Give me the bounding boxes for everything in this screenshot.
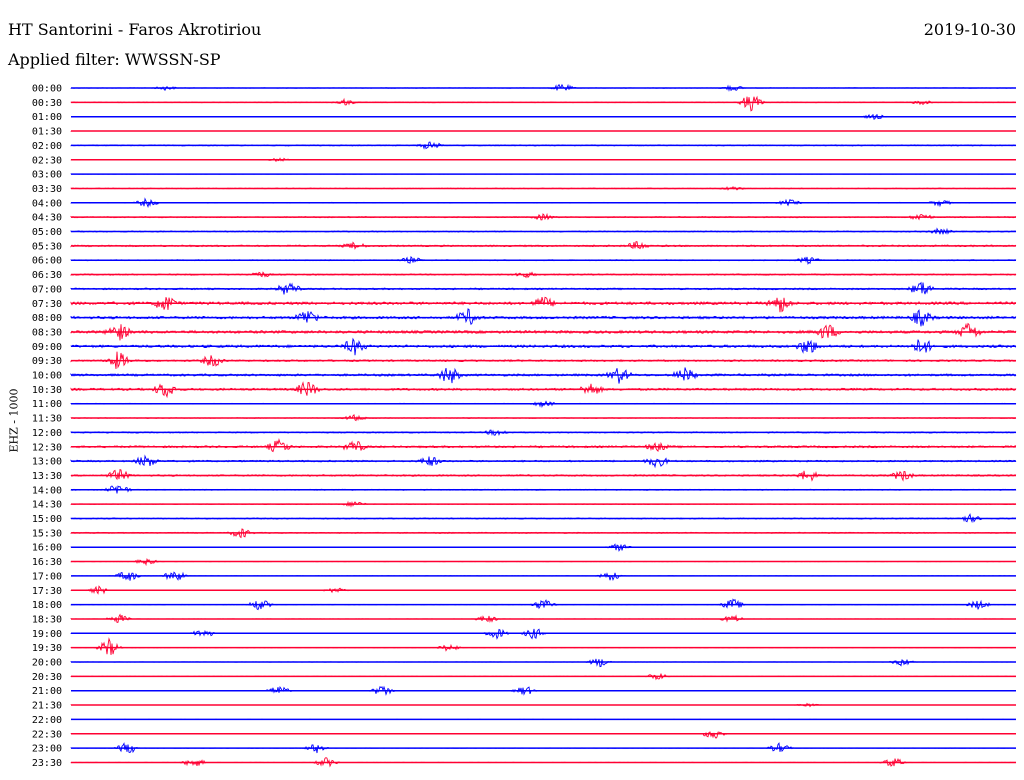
seismic-trace [70, 598, 1017, 611]
seismic-trace [70, 485, 1017, 494]
time-tick-label: 08:00 [32, 313, 62, 324]
time-tick-label: 06:30 [32, 270, 62, 281]
seismic-trace [70, 757, 1017, 768]
seismic-trace [70, 95, 1017, 112]
seismic-trace [70, 500, 1017, 508]
seismic-trace [70, 185, 1017, 191]
date-label: 2019-10-30 [923, 20, 1016, 39]
seismic-trace [70, 658, 1017, 668]
seismic-trace [70, 637, 1017, 655]
seismic-trace [70, 367, 1017, 384]
time-tick-label: 06:00 [32, 256, 62, 267]
time-tick-label: 11:00 [32, 399, 62, 410]
time-tick-label: 16:30 [32, 557, 62, 568]
seismic-trace [70, 685, 1017, 696]
seismic-trace [70, 141, 1017, 150]
seismic-trace [70, 281, 1017, 295]
seismic-trace [70, 197, 1017, 209]
time-tick-label: 10:00 [32, 371, 62, 382]
time-tick-label: 00:30 [32, 98, 62, 109]
time-tick-label: 21:30 [32, 701, 62, 712]
time-tick-label: 09:00 [32, 342, 62, 353]
seismic-trace [70, 83, 1017, 92]
seismic-trace [70, 351, 1017, 369]
seismic-trace [70, 429, 1017, 437]
time-tick-label: 11:30 [32, 414, 62, 425]
seismic-trace [70, 585, 1017, 595]
time-tick-label: 05:30 [32, 241, 62, 252]
time-tick-label: 08:30 [32, 327, 62, 338]
time-tick-label: 10:30 [32, 385, 62, 396]
time-tick-label: 20:30 [32, 672, 62, 683]
seismic-trace [70, 308, 1017, 327]
time-tick-label: 02:00 [32, 141, 62, 152]
seismic-trace [70, 742, 1017, 754]
time-tick-label: 03:30 [32, 184, 62, 195]
seismic-trace [70, 255, 1017, 265]
time-tick-label: 22:00 [32, 715, 62, 726]
time-tick-label: 09:30 [32, 356, 62, 367]
time-tick-label: 12:00 [32, 428, 62, 439]
time-tick-label: 23:00 [32, 744, 62, 755]
seismic-trace [70, 731, 1017, 739]
time-tick-label: 04:30 [32, 213, 62, 224]
time-tick-label: 18:00 [32, 600, 62, 611]
seismic-trace [70, 673, 1016, 681]
seismic-trace [70, 227, 1017, 235]
seismic-trace [70, 557, 1016, 567]
seismic-trace [70, 414, 1017, 422]
seismic-trace [70, 468, 1017, 482]
seismic-trace [70, 513, 1017, 524]
time-tick-label: 22:30 [32, 729, 62, 740]
time-tick-label: 21:00 [32, 686, 62, 697]
time-tick-label: 07:00 [32, 284, 62, 295]
time-tick-label: 03:00 [32, 170, 62, 181]
time-tick-label: 16:00 [32, 543, 62, 554]
time-tick-label: 23:30 [32, 758, 62, 769]
time-tick-label: 14:30 [32, 500, 62, 511]
time-tick-label: 19:30 [32, 643, 62, 654]
seismic-trace [70, 613, 1017, 624]
time-tick-label: 05:00 [32, 227, 62, 238]
time-tick-label: 01:00 [32, 112, 62, 123]
time-tick-label: 14:00 [32, 485, 62, 496]
time-tick-label: 02:30 [32, 155, 62, 166]
seismic-trace [70, 296, 1017, 313]
seismic-trace [70, 322, 1017, 341]
seismic-trace [70, 337, 1017, 356]
seismic-trace [70, 528, 1017, 539]
seismic-trace [71, 113, 1017, 120]
filter-label: Applied filter: WWSSN-SP [8, 50, 221, 69]
time-tick-label: 12:30 [32, 442, 62, 453]
time-tick-label: 13:30 [32, 471, 62, 482]
seismic-trace [70, 212, 1017, 221]
seismic-trace [70, 437, 1017, 453]
time-tick-label: 01:30 [32, 127, 62, 138]
seismic-trace [70, 571, 1016, 581]
time-tick-label: 07:30 [32, 299, 62, 310]
time-tick-label: 18:30 [32, 614, 62, 625]
station-title: HT Santorini - Faros Akrotiriou [8, 20, 262, 39]
seismic-trace [70, 543, 1016, 552]
time-tick-label: 17:30 [32, 586, 62, 597]
seismic-trace [70, 381, 1017, 399]
seismic-trace [70, 628, 1017, 640]
seismic-trace [70, 400, 1017, 408]
time-tick-label: 15:30 [32, 528, 62, 539]
time-tick-label: 19:00 [32, 629, 62, 640]
seismic-trace [70, 271, 1017, 279]
time-tick-label: 17:00 [32, 571, 62, 582]
time-tick-label: 13:00 [32, 457, 62, 468]
time-tick-label: 15:00 [32, 514, 62, 525]
time-tick-label: 00:00 [32, 84, 62, 95]
seismic-trace [70, 157, 1016, 163]
seismic-trace [70, 454, 1017, 469]
time-tick-label: 20:00 [32, 658, 62, 669]
time-tick-label: 04:00 [32, 198, 62, 209]
seismic-trace [70, 702, 1017, 708]
seismic-trace [70, 241, 1017, 250]
